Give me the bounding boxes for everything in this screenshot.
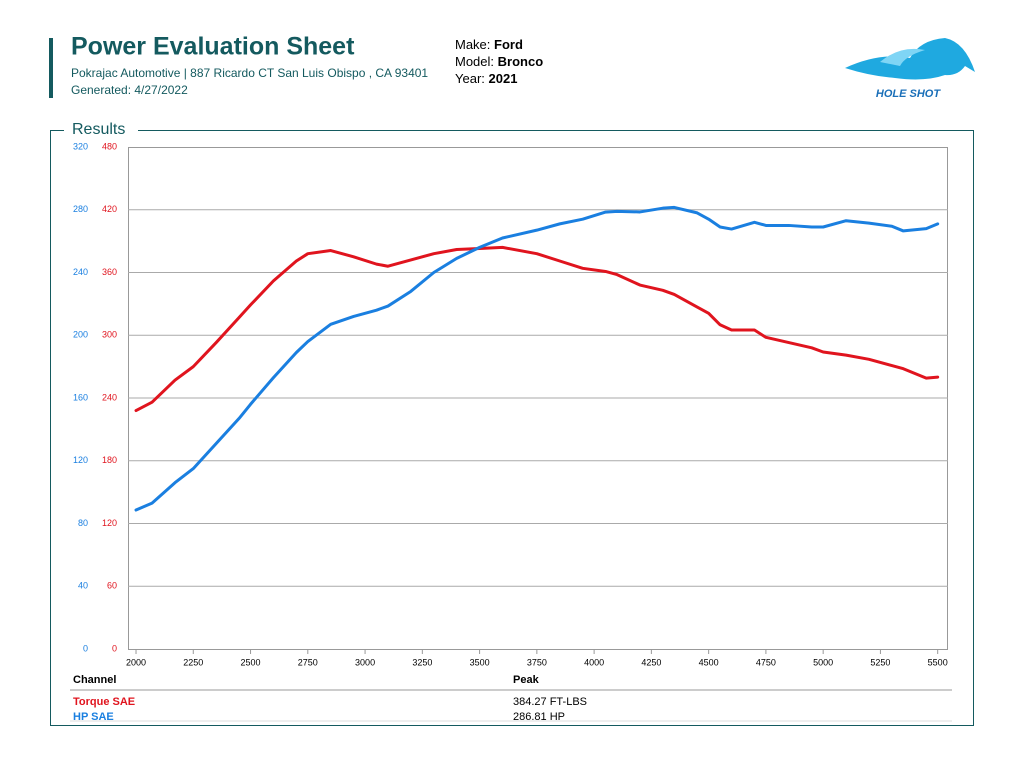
chart: 0 40 80 120 160 200 240 280 320 0 60 120 180 240 300 36… [73,141,948,667]
y-tick-label: 80 [78,518,88,528]
x-tick-label: 2500 [241,657,261,667]
year-label: Year: [455,71,485,86]
model-value: Bronco [498,54,544,69]
make: Make: Ford [455,37,523,52]
x-tick-label: 5500 [928,657,948,667]
results-frame [50,130,974,726]
channel-name: HP SAE [73,711,114,723]
y2-tick-label: 120 [102,518,117,528]
x-tick-label: 4750 [756,657,776,667]
x-tick-label: 4250 [641,657,661,667]
x-tick-label: 2000 [126,657,146,667]
year: Year: 2021 [455,71,517,86]
logo-horse [845,38,975,80]
generated: Generated: 4/27/2022 [71,83,188,97]
make-label: Make: [455,37,490,52]
y-tick-label: 320 [73,141,88,151]
y2-tick-label: 0 [112,643,117,653]
logo: HOLE SHOT [845,38,975,100]
results-title: Results [72,121,125,138]
x-tick-label: 3500 [470,657,490,667]
y2-tick-label: 60 [107,581,117,591]
logo-flame [880,48,925,66]
y-tick-label: 280 [73,204,88,214]
logo-text: HOLE SHOT [876,88,941,100]
y2-tick-label: 360 [102,267,117,277]
year-value: 2021 [489,71,518,86]
table: Channel Peak Torque SAE 384.27 FT-LBS HP SAE… [73,674,587,723]
y-tick-label: 40 [78,581,88,591]
y-tick-label: 240 [73,267,88,277]
title: Power Evaluation Sheet [71,33,355,61]
channel-name: Torque SAE [73,696,135,708]
y-tick-label: 120 [73,455,88,465]
model-label: Model: [455,54,494,69]
title-bar [49,38,53,98]
x-tick-label: 4000 [584,657,604,667]
x-tick-label: 5250 [870,657,890,667]
x-tick-label: 3000 [355,657,375,667]
series-line [134,245,940,413]
x-tick-label: 3750 [527,657,547,667]
make-value: Ford [494,37,523,52]
column-header: Channel [73,674,116,686]
series-line [134,205,940,512]
y2-tick-label: 180 [102,455,117,465]
peak-value: 384.27 FT-LBS [513,696,587,708]
model: Model: Bronco [455,54,543,69]
y2-tick-label: 300 [102,330,117,340]
column-header: Peak [513,674,540,686]
y2-tick-label: 480 [102,141,117,151]
address: Pokrajac Automotive | 887 Ricardo CT San… [71,66,428,80]
results-label-bg [64,120,138,140]
x-tick-label: 4500 [699,657,719,667]
y-tick-label: 200 [73,330,88,340]
y2-tick-label: 420 [102,204,117,214]
y-tick-label: 0 [83,643,88,653]
y-tick-label: 160 [73,392,88,402]
x-tick-label: 2250 [183,657,203,667]
y2-tick-label: 240 [102,392,117,402]
peak-value: 286.81 HP [513,711,565,723]
x-tick-label: 5000 [813,657,833,667]
x-tick-label: 2750 [298,657,318,667]
x-tick-label: 3250 [412,657,432,667]
